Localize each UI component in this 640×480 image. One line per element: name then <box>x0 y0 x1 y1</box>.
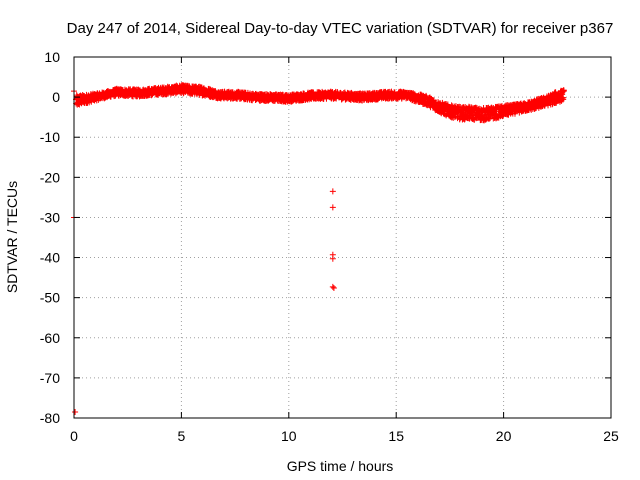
y-tick-label: -60 <box>40 330 60 346</box>
data-band <box>73 82 567 124</box>
y-tick-label: 0 <box>52 89 60 105</box>
x-tick-label: 20 <box>496 428 512 444</box>
x-tick-label: 25 <box>603 428 619 444</box>
outlier-point <box>329 204 336 211</box>
outlier-point <box>329 283 336 290</box>
x-axis-label: GPS time / hours <box>287 458 394 474</box>
outlier-point <box>330 285 337 292</box>
x-tick-label: 5 <box>178 428 186 444</box>
outlier-point <box>329 188 336 195</box>
y-axis-label: SDTVAR / TECUs <box>4 181 20 293</box>
y-tick-label: -20 <box>40 169 60 185</box>
y-tick-label: -80 <box>40 410 60 426</box>
outlier-point <box>72 408 79 415</box>
y-tick-label: -40 <box>40 250 60 266</box>
x-tick-label: 15 <box>388 428 404 444</box>
y-tick-label: -50 <box>40 290 60 306</box>
y-tick-label: -70 <box>40 370 60 386</box>
x-tick-label: 0 <box>70 428 78 444</box>
outlier-point <box>329 255 336 262</box>
y-tick-label: -10 <box>40 129 60 145</box>
x-tick-label: 10 <box>281 428 297 444</box>
y-tick-label: -30 <box>40 209 60 225</box>
chart-title: Day 247 of 2014, Sidereal Day-to-day VTE… <box>67 20 614 37</box>
y-tick-label: 10 <box>44 49 60 65</box>
